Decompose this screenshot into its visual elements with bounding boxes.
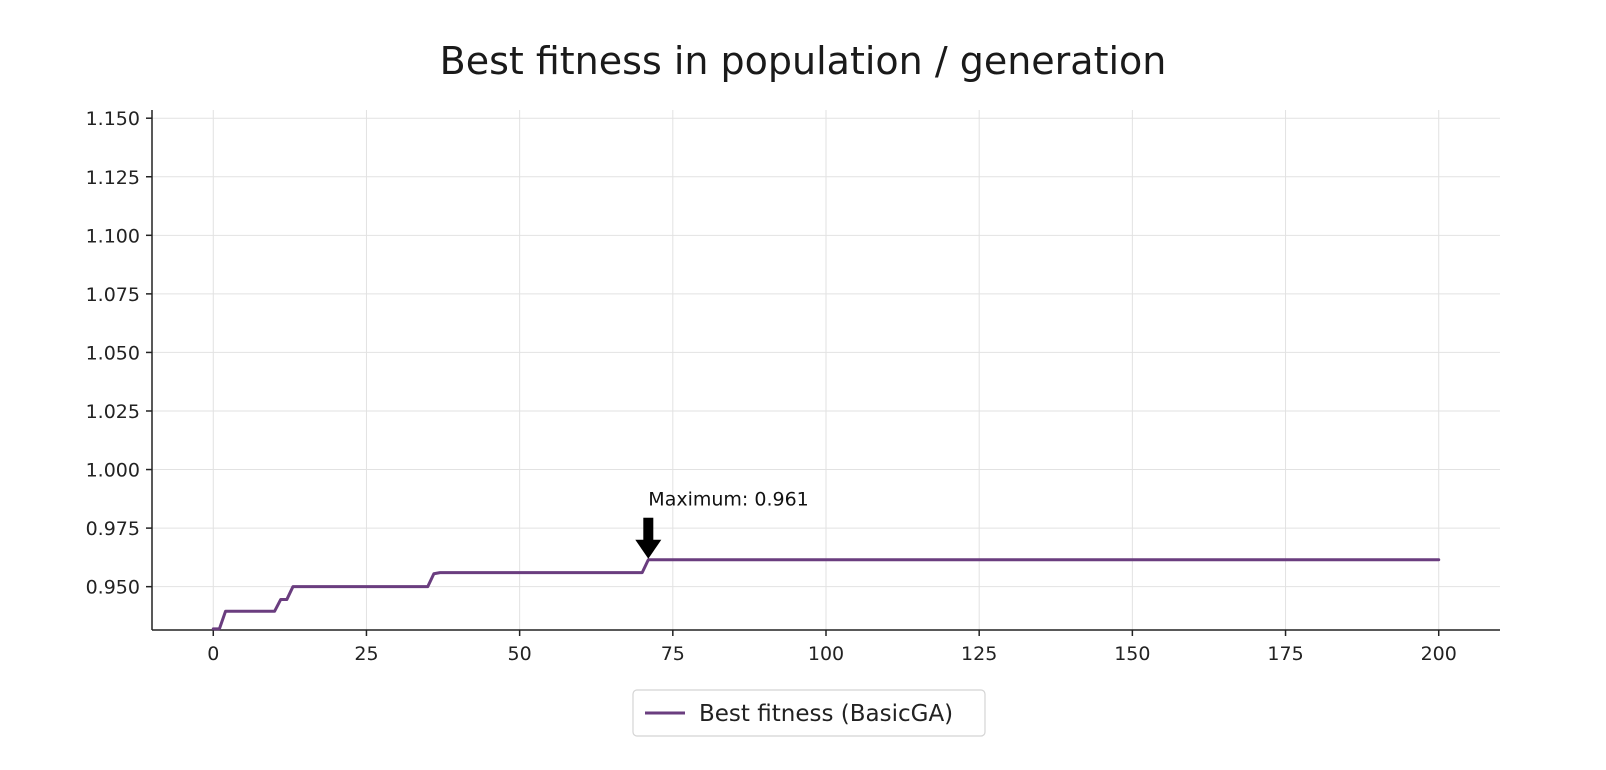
y-tick-label: 0.975 xyxy=(86,518,140,540)
chart-title: Best fitness in population / generation xyxy=(440,39,1167,83)
x-tick-label: 200 xyxy=(1421,643,1457,665)
annotation-layer: Maximum: 0.961 xyxy=(635,489,809,559)
legend: Best fitness (BasicGA) xyxy=(632,689,986,737)
series-line-best-fitness xyxy=(211,558,1441,631)
x-tick-label: 0 xyxy=(207,643,219,665)
x-tick-label: 175 xyxy=(1267,643,1303,665)
x-tick-label: 150 xyxy=(1114,643,1150,665)
x-tick-label: 125 xyxy=(961,643,997,665)
legend-label: Best fitness (BasicGA) xyxy=(699,701,953,727)
y-tick-label: 1.050 xyxy=(86,342,140,364)
x-tick-label: 50 xyxy=(508,643,532,665)
maximum-annotation: Maximum: 0.961 xyxy=(635,489,809,559)
y-tick-label: 0.950 xyxy=(86,577,140,599)
annotation-arrow-head xyxy=(635,539,662,559)
ticks: 0 25 50 75 100 125 150 175 200 0.950 0.975 1.000 1.0… xyxy=(86,108,1457,665)
x-tick-label: 100 xyxy=(808,643,844,665)
y-tick-label: 1.075 xyxy=(86,284,140,306)
y-tick-label: 1.125 xyxy=(86,167,140,189)
y-tick-label: 1.025 xyxy=(86,401,140,423)
grid xyxy=(152,110,1500,630)
x-tick-label: 25 xyxy=(354,643,378,665)
y-tick-label: 1.000 xyxy=(86,460,140,482)
series-layer xyxy=(211,558,1441,631)
annotation-arrow-shaft xyxy=(643,517,654,541)
x-tick-label: 75 xyxy=(661,643,685,665)
y-tick-label: 1.150 xyxy=(86,108,140,130)
annotation-label: Maximum: 0.961 xyxy=(648,489,808,511)
legend-box xyxy=(632,689,986,737)
y-tick-label: 1.100 xyxy=(86,225,140,247)
